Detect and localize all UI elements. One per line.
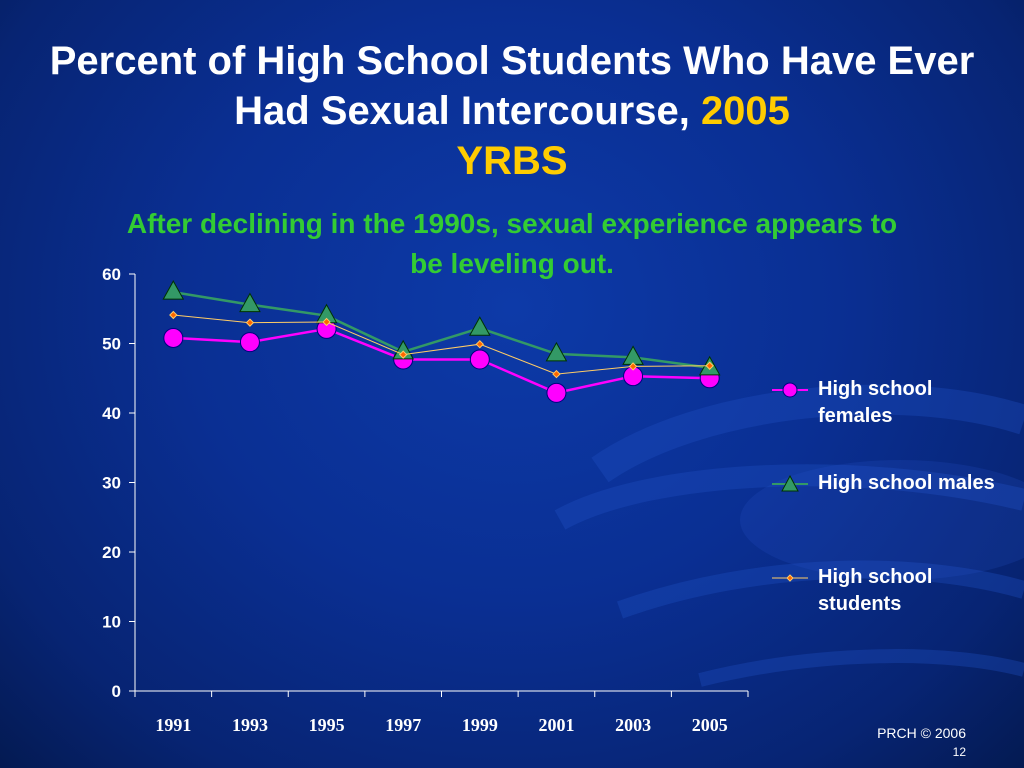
y-tick-label: 40 (102, 404, 121, 423)
y-tick-label: 10 (102, 613, 121, 632)
y-tick-label: 50 (102, 335, 121, 354)
x-tick-label: 2001 (538, 715, 574, 735)
data-point-students (552, 369, 561, 379)
legend-swatch-males (772, 474, 808, 492)
legend-swatch-students (772, 574, 808, 582)
series-diamond-group (169, 310, 714, 379)
page-number: 12 (952, 745, 966, 759)
x-tick-label: 1995 (309, 715, 345, 735)
data-point-students (475, 339, 485, 349)
data-point-females (163, 327, 184, 348)
y-tick-label: 60 (102, 265, 121, 284)
data-point-females (469, 349, 490, 370)
legend-item-females: High school females (770, 376, 1000, 444)
data-point-females (239, 332, 260, 353)
data-point-females (546, 382, 567, 403)
data-point-students (398, 350, 408, 359)
x-tick-label: 2005 (692, 715, 728, 735)
title-main: Percent of High School Students Who Have… (49, 39, 975, 133)
data-point-students (705, 361, 714, 370)
series-line-males (173, 290, 710, 370)
y-tick-label: 0 (112, 682, 121, 701)
legend-label-students: High school students (818, 566, 933, 615)
chart-legend: High school females High school males Hi… (770, 376, 1000, 658)
slide-footer: PRCH © 2006 12 (877, 724, 966, 760)
x-tick-label: 1997 (385, 715, 421, 735)
data-point-students (245, 318, 255, 327)
title-year: 2005 (700, 89, 790, 133)
slide-title: Percent of High School Students Who Have… (40, 36, 984, 186)
data-point-males (239, 292, 261, 313)
chart-series (162, 280, 721, 403)
chart-subtitle: After declining in the 1990s, sexual exp… (126, 208, 898, 279)
legend-label-females: High school females (818, 378, 933, 427)
series-triangle-group (162, 280, 721, 376)
x-tick-label: 1999 (462, 715, 498, 735)
chart-axes: 0 10 20 30 40 50 60 1991 1993 1995 1997 1999 2001 200… (102, 265, 749, 735)
series-line-students (173, 314, 710, 375)
data-point-students (169, 310, 178, 320)
series-line-females (173, 327, 710, 395)
x-tick-label: 2003 (615, 715, 651, 735)
data-point-students (628, 362, 638, 371)
data-point-males (622, 345, 644, 365)
data-point-males (468, 316, 491, 336)
x-tick-label: 1993 (232, 715, 268, 735)
y-tick-label: 30 (102, 474, 121, 493)
series-circle-group (163, 318, 720, 403)
data-point-males (162, 280, 185, 300)
x-tick-label: 1991 (155, 715, 191, 735)
data-point-students (322, 317, 331, 327)
legend-item-males: High school males (770, 470, 1000, 538)
title-source: YRBS (456, 139, 568, 183)
legend-label-males: High school males (818, 472, 995, 494)
legend-item-students: High school students (770, 564, 1000, 632)
legend-swatch-females (772, 382, 808, 398)
y-tick-label: 20 (102, 543, 121, 562)
data-point-males (545, 341, 568, 362)
footer-credit: PRCH © 2006 (877, 725, 966, 741)
